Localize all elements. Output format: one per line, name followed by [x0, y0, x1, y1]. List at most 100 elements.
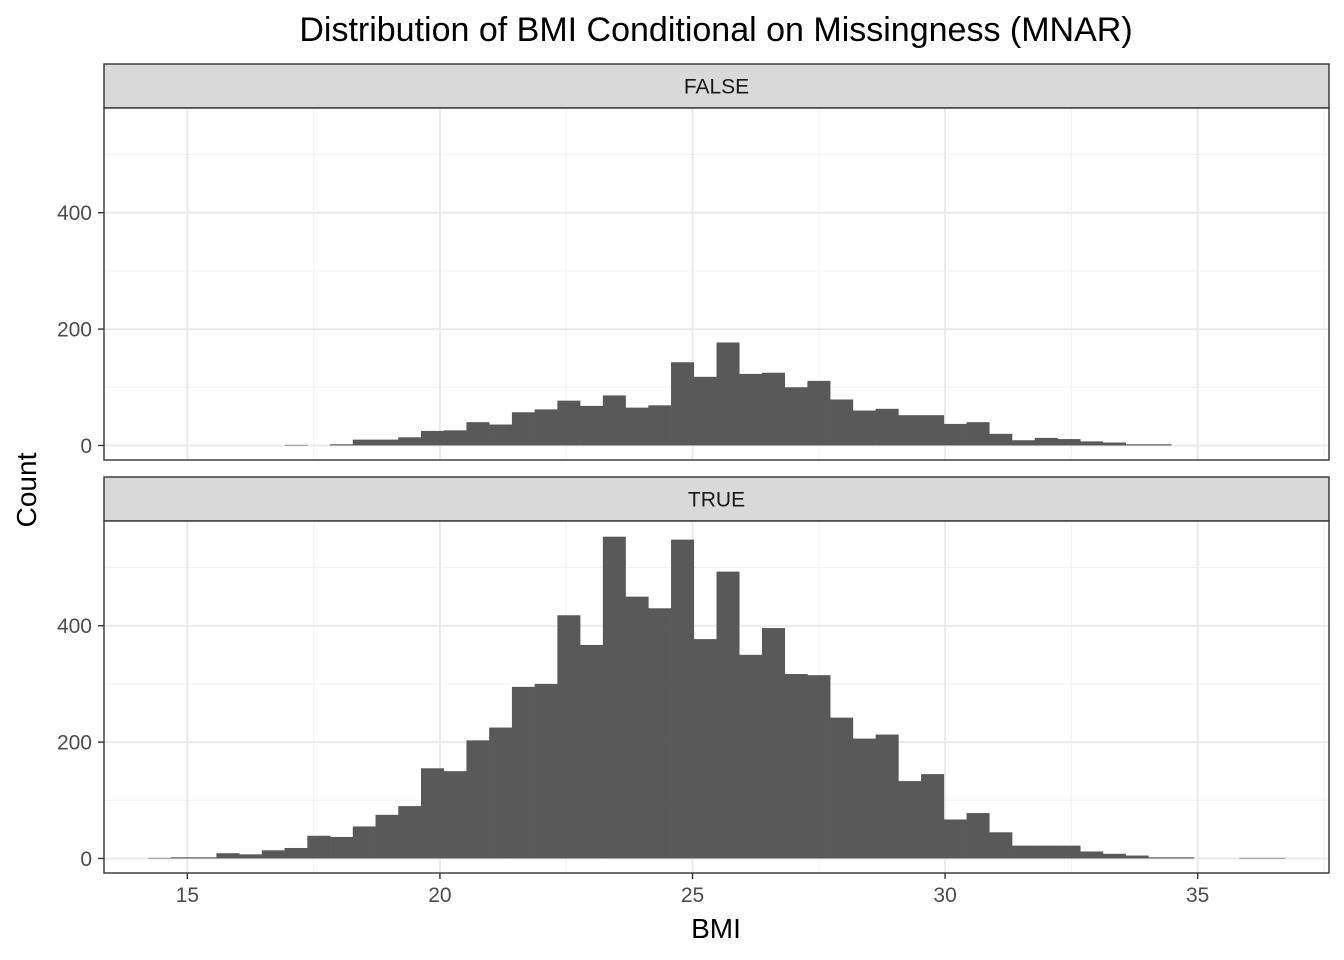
- facet-strip-label: FALSE: [684, 76, 749, 99]
- histogram-bar: [216, 853, 240, 859]
- histogram-bar: [875, 734, 899, 859]
- histogram-bar: [1034, 437, 1058, 446]
- histogram-bar: [602, 536, 626, 859]
- x-tick-label: 20: [428, 884, 451, 907]
- histogram-bar: [352, 439, 376, 446]
- histogram-bar: [1102, 442, 1126, 446]
- histogram-bar: [239, 854, 263, 859]
- histogram-bar: [1012, 440, 1036, 446]
- histogram-bar: [1057, 845, 1081, 859]
- histogram-bar: [1080, 441, 1104, 446]
- histogram-bar: [739, 654, 763, 859]
- histogram-bar: [1057, 439, 1081, 446]
- y-tick-label: 200: [57, 732, 92, 755]
- histogram-bar: [489, 727, 513, 859]
- histogram-bar: [761, 628, 785, 859]
- histogram-bar: [1102, 853, 1126, 859]
- histogram-bar: [1171, 857, 1195, 859]
- panel-border: [103, 107, 1330, 461]
- histogram-bar: [511, 412, 535, 446]
- x-tick-label: 35: [1186, 884, 1209, 907]
- y-tick-label: 200: [57, 319, 92, 342]
- histogram-bar: [375, 439, 399, 446]
- histogram-bar: [875, 408, 899, 446]
- facet-panel-false: FALSE 0 200 400: [57, 63, 1330, 461]
- histogram-bar: [784, 674, 808, 859]
- histogram-bar: [898, 415, 922, 446]
- x-tick-label: 25: [681, 884, 704, 907]
- histogram-bar: [557, 400, 581, 446]
- histogram-bar: [943, 423, 967, 446]
- x-tick-label: 15: [176, 884, 199, 907]
- histogram-bar: [739, 373, 763, 446]
- histogram-bar: [375, 814, 399, 859]
- histogram-bar: [466, 422, 490, 446]
- y-tick-label: 400: [57, 202, 92, 225]
- histogram-bar: [534, 409, 558, 446]
- facet-panel-true: TRUE 0 200 400: [57, 476, 1330, 874]
- x-axis: 15 20 25 30 35: [176, 873, 1209, 907]
- histogram-bar: [1034, 845, 1058, 859]
- histogram-bar: [534, 683, 558, 859]
- histogram-bar: [580, 405, 604, 446]
- y-axis-title: Count: [11, 452, 42, 527]
- histogram-bar: [671, 539, 695, 859]
- histogram-bar: [671, 362, 695, 446]
- histogram-bar: [898, 781, 922, 859]
- y-tick-label: 0: [80, 435, 92, 458]
- histogram-bar: [1080, 851, 1104, 859]
- histogram-bar: [580, 644, 604, 859]
- histogram-bar: [693, 639, 717, 859]
- histogram-bar: [989, 832, 1013, 859]
- histogram-bar: [807, 380, 831, 446]
- histogram-bar: [716, 571, 740, 859]
- histogram-bar: [943, 819, 967, 859]
- y-tick-label: 0: [80, 848, 92, 871]
- histogram-bar: [1262, 857, 1286, 859]
- histogram-bar: [602, 395, 626, 446]
- facet-panels: FALSE 0 200 400 TRUE 0 200 400: [57, 63, 1330, 874]
- histogram-bar: [148, 857, 172, 859]
- histogram-bar: [1125, 444, 1149, 446]
- histogram-bar: [307, 835, 331, 859]
- histogram-bar: [830, 399, 854, 446]
- histogram-bar: [330, 444, 354, 446]
- histogram-bar: [420, 768, 445, 859]
- histogram-bar: [557, 615, 581, 859]
- histogram-bar: [284, 847, 308, 859]
- histogram-bar: [284, 444, 308, 446]
- histogram-bar: [352, 826, 376, 859]
- histogram-bar: [193, 857, 217, 859]
- facet-strip: [103, 476, 1330, 522]
- histogram-bar: [398, 437, 422, 446]
- histogram-bar: [716, 342, 740, 446]
- histogram-bar: [443, 430, 467, 446]
- histogram-bar: [625, 596, 649, 859]
- histogram-bar: [330, 836, 354, 859]
- histogram-bar: [398, 806, 422, 859]
- histogram-bar: [443, 771, 467, 859]
- histogram-bar: [489, 424, 513, 446]
- panel-border: [103, 520, 1330, 874]
- x-axis-title: BMI: [691, 913, 741, 944]
- histogram-bar: [625, 407, 649, 446]
- histogram-bar: [1125, 855, 1149, 859]
- histogram-bar: [921, 774, 945, 859]
- histogram-bar: [1148, 444, 1172, 446]
- histogram-bar: [966, 422, 990, 446]
- histogram-bar: [1012, 845, 1036, 859]
- histogram-bar: [1239, 857, 1263, 859]
- histogram-bar: [921, 415, 945, 446]
- chart-title: Distribution of BMI Conditional on Missi…: [299, 11, 1132, 49]
- histogram-bar: [1148, 857, 1172, 859]
- facet-strip: [103, 63, 1330, 109]
- histogram-bar: [466, 740, 490, 859]
- y-tick-label: 400: [57, 615, 92, 638]
- histogram-bar: [648, 608, 672, 859]
- histogram-bar: [807, 675, 831, 859]
- x-tick-label: 30: [933, 884, 956, 907]
- facet-strip-label: TRUE: [688, 489, 745, 512]
- histogram-bar: [648, 405, 672, 446]
- histogram-bar: [420, 430, 445, 446]
- histogram-bar: [852, 738, 876, 859]
